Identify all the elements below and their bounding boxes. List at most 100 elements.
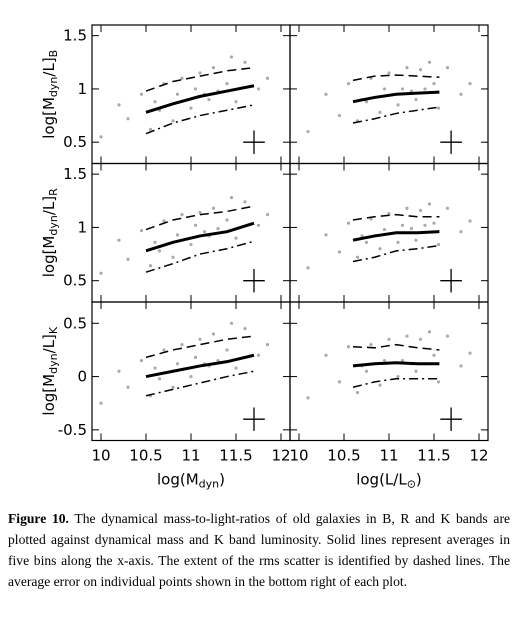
caption: Figure 10. The dynamical mass-to-light-r… <box>8 508 510 592</box>
y-axis-label-part: B <box>47 50 60 58</box>
data-point <box>99 135 103 139</box>
data-point <box>436 242 441 247</box>
data-point <box>468 81 472 86</box>
data-point <box>175 362 180 366</box>
data-point <box>198 210 202 215</box>
data-point <box>378 110 382 114</box>
data-point <box>324 233 328 237</box>
x-tick-label: 12 <box>469 447 488 465</box>
data-point <box>148 127 153 132</box>
data-point <box>364 100 369 104</box>
data-point <box>139 229 144 233</box>
x-tick-label: 11 <box>181 447 200 465</box>
data-point <box>355 255 360 259</box>
data-point <box>198 71 202 75</box>
data-point <box>387 337 391 341</box>
data-point <box>378 247 382 251</box>
data-point <box>175 92 180 96</box>
y-tick-label: 1 <box>77 218 87 236</box>
data-point <box>193 223 198 227</box>
x-tick-label: 11.5 <box>417 447 450 465</box>
data-point <box>234 236 238 240</box>
x-axis-label-part: dyn <box>199 478 219 491</box>
y-axis-label-part: dyn <box>47 77 60 97</box>
y-tick-label: 0.5 <box>63 133 87 151</box>
data-point <box>180 76 184 80</box>
data-point <box>346 81 351 86</box>
data-point <box>409 89 414 93</box>
data-point <box>423 223 427 227</box>
data-point <box>468 219 472 223</box>
data-point <box>414 369 418 373</box>
data-point <box>382 227 387 232</box>
x-axis-label: log(Mdyn) <box>157 471 225 491</box>
data-point <box>409 226 414 231</box>
data-point <box>193 355 198 359</box>
data-point <box>418 208 423 212</box>
data-point <box>468 351 472 355</box>
data-point <box>193 87 198 91</box>
data-point <box>432 221 436 225</box>
data-point <box>117 369 121 373</box>
data-point <box>153 240 157 244</box>
data-point <box>382 87 387 91</box>
y-tick-label: 1.5 <box>63 27 87 45</box>
data-point <box>459 230 463 234</box>
data-point <box>265 76 270 80</box>
data-point <box>337 380 342 384</box>
data-point <box>306 396 310 400</box>
line-solid <box>352 361 440 368</box>
line-dashed <box>145 335 255 359</box>
data-point <box>234 100 238 104</box>
data-point <box>211 66 216 70</box>
line-solid <box>145 84 255 114</box>
y-tick-label: 1.5 <box>63 165 87 183</box>
y-axis-label-part: log[M <box>40 97 58 139</box>
line-dashed <box>352 74 440 82</box>
data-point <box>99 401 103 405</box>
data-point <box>162 348 166 352</box>
data-point <box>306 129 310 134</box>
x-tick-label: 10.5 <box>327 447 360 465</box>
data-point <box>418 68 423 72</box>
data-point <box>157 377 162 381</box>
data-point <box>207 97 211 102</box>
data-point <box>175 233 180 237</box>
y-axis-label-part: log[M <box>40 374 58 416</box>
data-point <box>229 195 234 200</box>
data-point <box>211 332 216 336</box>
data-point <box>243 327 247 331</box>
y-axis-label: log[Mdyn/L]R <box>40 188 60 277</box>
data-point <box>432 81 436 86</box>
data-point <box>396 374 400 379</box>
data-point <box>211 206 216 210</box>
data-point <box>225 81 229 86</box>
caption-text: The dynamical mass-to-light-ratios of ol… <box>8 511 511 589</box>
caption-label: Figure 10. <box>8 511 69 526</box>
line-dashdot <box>145 370 255 397</box>
data-point <box>162 219 166 223</box>
x-axis-label-part: log(M <box>157 471 199 489</box>
data-point <box>423 87 427 91</box>
data-point <box>243 200 247 204</box>
data-point <box>459 92 463 96</box>
x-axis-label-part: ⊙ <box>407 478 416 491</box>
data-point <box>387 211 391 216</box>
data-point <box>418 337 423 341</box>
data-point <box>405 66 409 70</box>
data-point <box>229 55 234 59</box>
data-point <box>216 226 220 231</box>
data-point <box>225 348 229 352</box>
y-tick-label: 0.5 <box>63 272 87 290</box>
data-point <box>400 223 405 227</box>
data-point <box>414 238 418 242</box>
data-point <box>256 87 261 91</box>
data-point <box>265 213 270 217</box>
data-point <box>445 334 450 338</box>
data-point <box>225 218 229 222</box>
data-point <box>234 366 238 370</box>
data-point <box>414 97 418 102</box>
x-axis-label: log(L/L⊙) <box>356 471 422 491</box>
data-point <box>180 343 184 347</box>
